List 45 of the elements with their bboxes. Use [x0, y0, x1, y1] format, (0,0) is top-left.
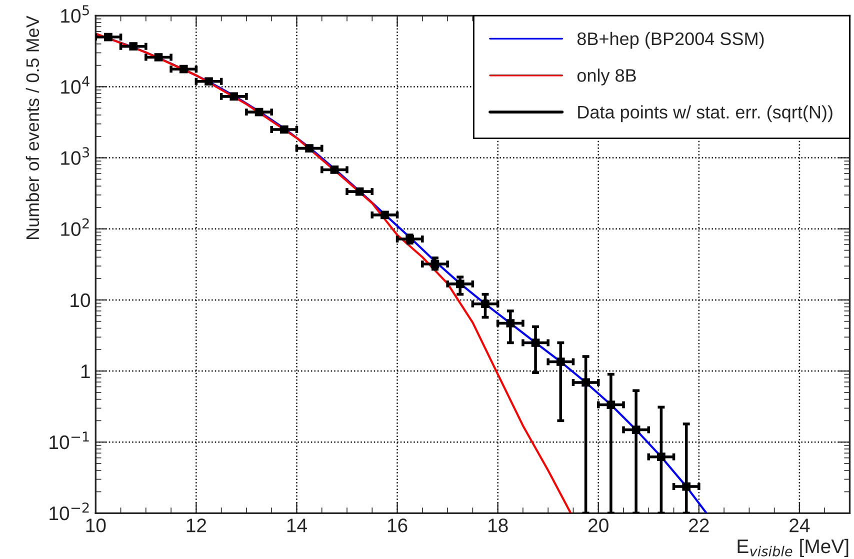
point	[481, 300, 490, 308]
point	[380, 210, 389, 220]
y-tick-label: 10$^{4}$	[61, 76, 90, 94]
y-tick-label: 10$^{−2}$	[50, 502, 89, 520]
point	[154, 53, 163, 62]
x-tick-label: 22	[689, 518, 709, 532]
legend-label: 8B+hep (BP2004 SSM)	[577, 32, 764, 49]
y-axis-title: Number of events / 0.5 MeV	[26, 16, 40, 239]
y-tick-label: 10$^{5}$	[61, 5, 89, 23]
y-tick-label: 10	[70, 293, 90, 308]
point	[204, 77, 213, 86]
point	[531, 338, 540, 347]
point	[230, 92, 238, 101]
x-tick-label: 10	[86, 518, 106, 532]
y-tick-label: 10$^{3}$	[61, 147, 90, 165]
x-tick-label: 12	[186, 518, 206, 532]
point	[606, 400, 616, 409]
y-tick-label: 1	[81, 364, 90, 378]
line-series	[96, 32, 572, 514]
point	[280, 125, 288, 134]
point	[129, 42, 138, 51]
point	[506, 319, 515, 328]
x-tick-label: 16	[388, 518, 408, 532]
point	[556, 358, 565, 366]
point	[179, 64, 188, 74]
point	[254, 108, 264, 116]
x-tick-label: 24	[790, 518, 810, 532]
x-axis-title: E$_{visible}$ [MeV]	[738, 538, 848, 558]
x-tick-label: 18	[488, 518, 508, 532]
point	[682, 482, 691, 491]
point	[104, 32, 112, 42]
legend-label: Data points w/ stat. err. (sqrt(N))	[578, 105, 832, 122]
point	[430, 260, 440, 268]
legend-label: only 8B	[577, 68, 636, 86]
point	[632, 426, 640, 434]
point	[657, 452, 666, 462]
y-tick-label: 10$^{2}$	[61, 218, 89, 236]
point	[305, 144, 314, 152]
y-tick-label: 10$^{−1}$	[50, 432, 89, 450]
point	[355, 187, 364, 196]
point	[456, 280, 464, 288]
point	[330, 166, 339, 174]
x-tick-label: 20	[588, 518, 608, 532]
x-tick-label: 14	[287, 518, 307, 532]
point	[582, 378, 590, 387]
